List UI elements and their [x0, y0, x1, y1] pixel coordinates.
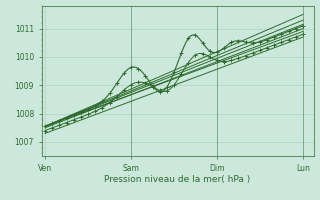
X-axis label: Pression niveau de la mer( hPa ): Pression niveau de la mer( hPa ): [104, 175, 251, 184]
